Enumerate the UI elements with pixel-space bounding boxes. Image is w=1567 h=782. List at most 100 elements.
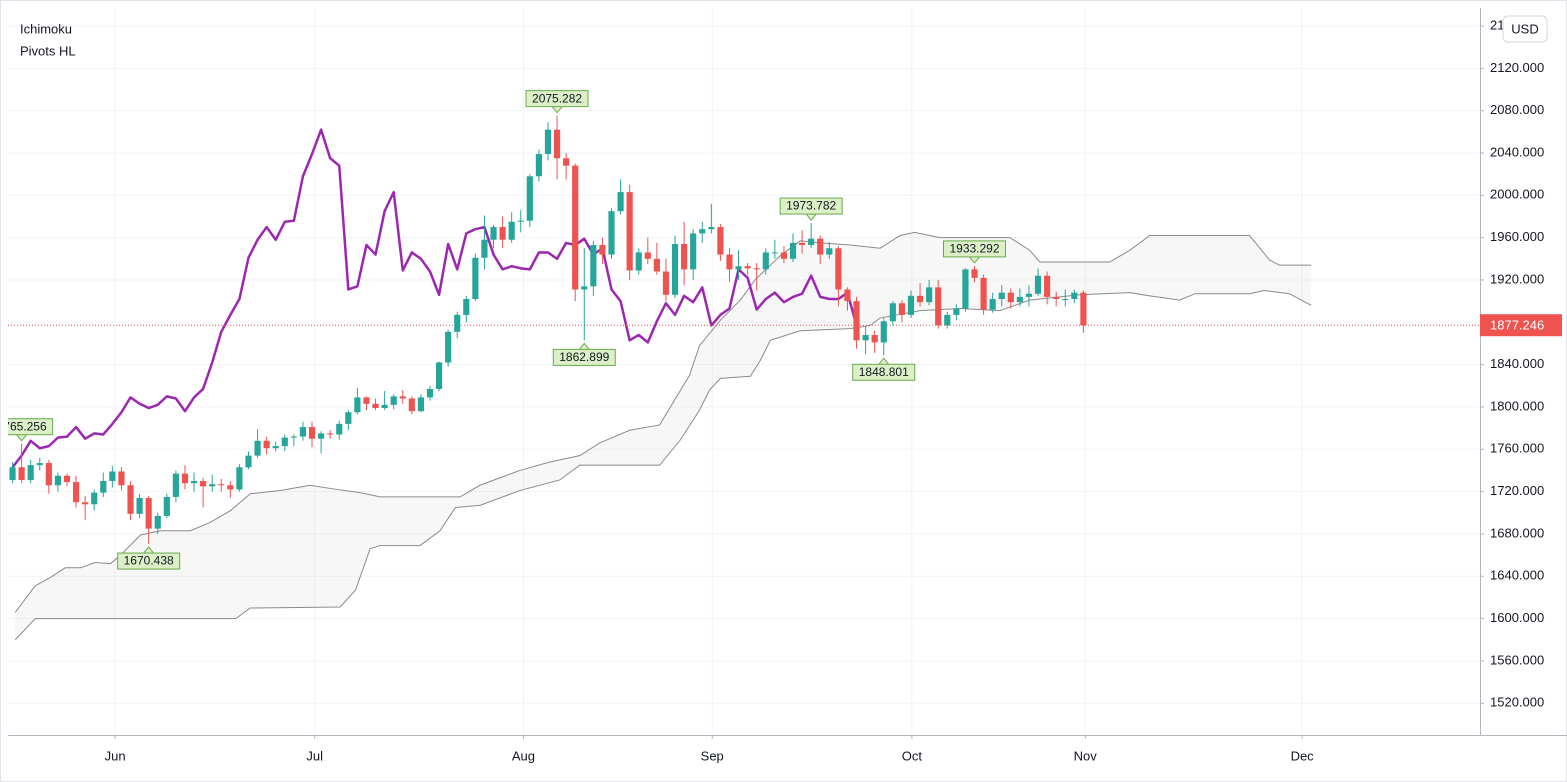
grid	[8, 8, 1480, 735]
candle-body	[426, 388, 434, 398]
candle-body	[227, 485, 234, 490]
candle-body	[726, 254, 733, 270]
candle-body	[154, 515, 161, 529]
y-tick-label: 1680.000	[1490, 525, 1544, 540]
candle-body	[1034, 275, 1042, 294]
senkou-span	[14, 231, 1312, 613]
candle-body	[508, 221, 515, 240]
x-tick-label: Jun	[105, 748, 126, 763]
candle-body	[590, 245, 597, 287]
y-tick-label: 2080.000	[1490, 102, 1544, 117]
candle-body	[971, 269, 978, 278]
candle-body	[907, 295, 915, 315]
y-tick-label: 1960.000	[1490, 229, 1544, 244]
candle-body	[735, 266, 742, 270]
candle-body	[1062, 299, 1069, 301]
candle-body	[100, 481, 107, 493]
candle-body	[1071, 292, 1078, 300]
currency-label: USD	[1511, 21, 1538, 36]
candle-body	[626, 192, 633, 271]
candle-body	[336, 423, 343, 435]
candle-body	[708, 227, 715, 230]
x-tick-label: Dec	[1291, 748, 1315, 763]
candle-body	[290, 436, 297, 438]
candle-body	[218, 484, 225, 486]
candle-body	[717, 227, 724, 255]
candle-body	[45, 463, 52, 486]
candle-body	[662, 271, 670, 295]
candle-body	[690, 233, 697, 270]
candle-body	[608, 211, 615, 255]
candle-body	[82, 502, 89, 505]
y-tick-label: 1560.000	[1490, 652, 1544, 667]
candle-body	[1053, 296, 1060, 300]
candle-body	[408, 398, 415, 412]
pivot-box	[8, 418, 54, 436]
y-tick-label: 1520.000	[1490, 695, 1544, 710]
candle-body	[345, 412, 352, 424]
y-tick-label: 1760.000	[1490, 441, 1544, 456]
candle-body	[653, 258, 660, 272]
y-tick-label: 1600.000	[1490, 610, 1544, 625]
chikou-line	[11, 128, 858, 469]
last-price-label: 1877.246	[1490, 318, 1544, 333]
candle-body	[544, 129, 552, 155]
candle-body	[245, 455, 252, 468]
candle-body	[263, 440, 270, 449]
candle-body	[681, 243, 688, 270]
cloud	[15, 232, 1312, 640]
candle-body	[9, 467, 16, 480]
candle-body	[880, 321, 887, 343]
candle-body	[572, 165, 579, 290]
legend-pivots: Pivots HL	[20, 43, 76, 58]
candle-body	[944, 314, 951, 326]
pivot-marker	[16, 434, 27, 442]
candle-body	[1016, 296, 1023, 303]
candle-body	[318, 433, 325, 439]
candle-body	[399, 396, 406, 399]
y-tick-label: 1840.000	[1490, 356, 1544, 371]
y-tick-label: 1720.000	[1490, 483, 1544, 498]
y-tick-label: 2000.000	[1490, 187, 1544, 202]
x-tick-label: Nov	[1074, 748, 1098, 763]
pivot-label: 2075.282	[532, 91, 582, 105]
candle-body	[535, 154, 542, 177]
candle-body	[989, 299, 996, 310]
candle-body	[753, 268, 760, 270]
candle-body	[798, 242, 806, 246]
candle-body	[281, 437, 288, 447]
candle-body	[744, 266, 751, 269]
candle-body	[517, 220, 524, 222]
pivot-box	[525, 90, 589, 108]
candle-body	[417, 397, 425, 412]
candle-body	[599, 245, 606, 255]
pivot-box	[117, 552, 181, 570]
candle-body	[481, 239, 488, 258]
y-tick-label: 2120.000	[1490, 60, 1544, 75]
candle-body	[209, 484, 216, 487]
pivot-label: 1848.801	[859, 365, 909, 379]
candle-body	[490, 227, 497, 240]
candle-body	[1044, 275, 1051, 297]
candle-body	[445, 331, 452, 363]
candle-body	[962, 269, 969, 309]
pivot-marker	[551, 106, 563, 114]
candle-body	[454, 314, 461, 332]
candle-body	[563, 158, 570, 166]
candle-body	[354, 397, 361, 413]
last-price-box	[1480, 314, 1562, 337]
candle-body	[1025, 293, 1033, 297]
candle-body	[808, 238, 815, 246]
candle-body	[581, 286, 588, 290]
currency-button[interactable]	[1502, 15, 1548, 43]
candle-body	[27, 465, 34, 480]
candle-body	[671, 243, 679, 295]
candle-body	[953, 308, 960, 315]
candle-body	[762, 252, 769, 270]
senkou-span	[14, 290, 1312, 641]
candle-body	[553, 129, 561, 159]
candle-body	[118, 471, 125, 486]
y-tick-label: 2040.000	[1490, 144, 1544, 159]
